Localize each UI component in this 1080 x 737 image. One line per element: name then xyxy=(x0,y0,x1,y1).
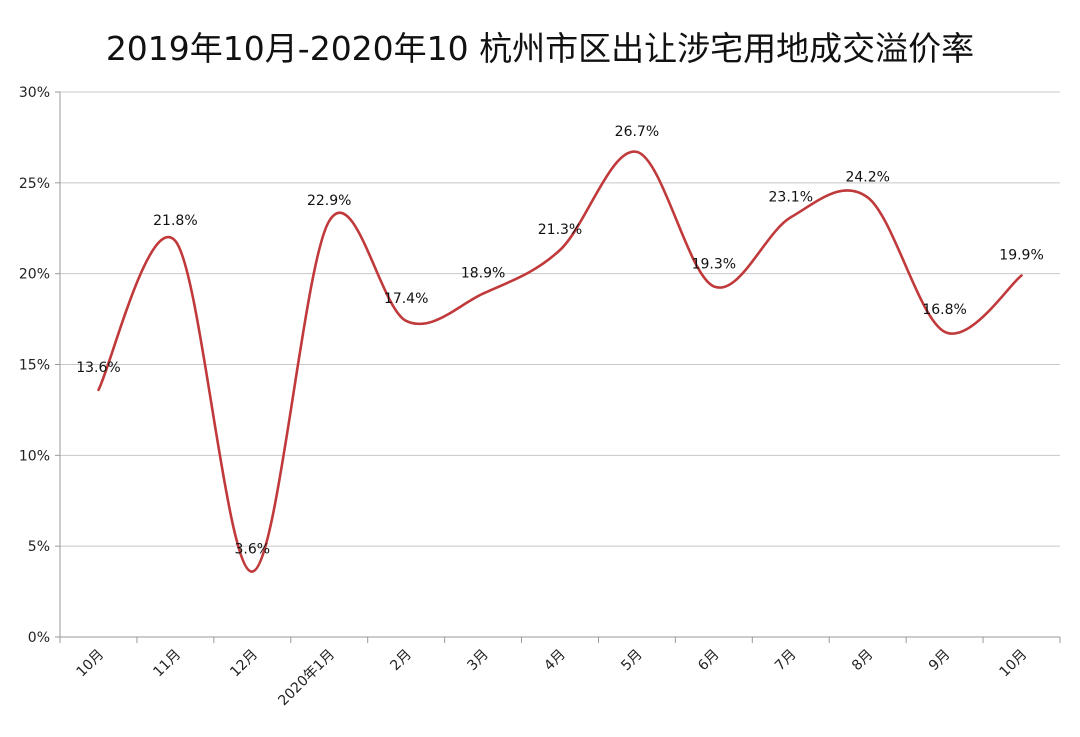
y-tick-label: 20% xyxy=(19,267,50,283)
x-tick-label: 7月 xyxy=(772,647,800,675)
axes xyxy=(55,91,1061,643)
data-point xyxy=(635,150,639,154)
data-point xyxy=(789,215,793,219)
data-point xyxy=(943,330,947,334)
x-tick-label: 3月 xyxy=(464,647,492,675)
data-point xyxy=(173,239,177,243)
x-tick-label: 10月 xyxy=(997,647,1031,681)
y-tick-label: 5% xyxy=(28,539,50,555)
data-point xyxy=(1020,273,1024,277)
y-tick-label: 10% xyxy=(19,448,50,464)
x-tick-label: 2月 xyxy=(387,647,415,675)
y-axis-ticks: 0% 5% 10% 15% 20% 25% 30% xyxy=(19,85,50,646)
data-label: 24.2% xyxy=(845,169,889,185)
data-label: 21.3% xyxy=(538,222,582,238)
y-tick-label: 25% xyxy=(19,176,50,192)
chart-title: 2019年10月-2020年10 杭州市区出让涉宅用地成交溢价率 xyxy=(105,29,975,68)
data-label: 3.6% xyxy=(235,542,271,558)
data-point xyxy=(96,388,100,392)
x-tick-label: 12月 xyxy=(227,647,261,681)
x-tick-label: 8月 xyxy=(849,647,877,675)
data-point xyxy=(481,292,485,296)
x-tick-label: 9月 xyxy=(926,647,954,675)
data-label: 17.4% xyxy=(384,291,428,307)
data-label: 23.1% xyxy=(769,189,813,205)
data-label: 21.8% xyxy=(153,213,197,229)
data-point xyxy=(712,284,716,288)
data-point xyxy=(404,319,408,323)
data-point xyxy=(250,570,254,574)
data-point xyxy=(558,248,562,252)
series-line-group xyxy=(96,150,1024,574)
x-tick-label: 5月 xyxy=(618,647,646,675)
y-tick-label: 15% xyxy=(19,358,50,374)
data-point xyxy=(327,219,331,223)
data-label: 13.6% xyxy=(76,360,120,376)
x-axis-ticks: 10月 11月 12月 2020年1月 2月 3月 4月 5月 6月 7月 8月 9月 10月 xyxy=(73,647,1030,710)
data-label: 19.3% xyxy=(692,256,736,272)
x-tick-label: 2020年1月 xyxy=(275,647,338,710)
gridlines xyxy=(60,91,1060,547)
y-tick-label: 30% xyxy=(19,85,50,101)
x-tick-label: 10月 xyxy=(73,647,107,681)
x-tick-label: 11月 xyxy=(150,647,184,681)
data-point xyxy=(866,195,870,199)
data-label: 26.7% xyxy=(615,124,659,140)
data-label: 18.9% xyxy=(461,266,505,282)
data-label: 19.9% xyxy=(999,247,1043,263)
x-tick-label: 6月 xyxy=(695,647,723,675)
data-label: 16.8% xyxy=(922,302,966,318)
data-labels: 13.6% 21.8% 3.6% 22.9% 17.4% 18.9% 21.3% 26.7% 1… xyxy=(76,124,1044,558)
x-tick-label: 4月 xyxy=(541,647,569,675)
y-tick-label: 0% xyxy=(28,630,50,646)
series-line xyxy=(97,150,1023,573)
data-label: 22.9% xyxy=(307,193,351,209)
